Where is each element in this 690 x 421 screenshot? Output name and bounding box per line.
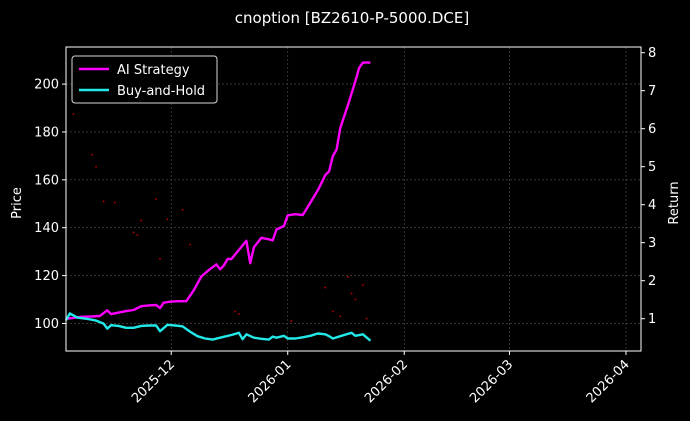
price-scatter-point: [113, 201, 116, 204]
price-scatter-point: [132, 231, 135, 234]
y-left-tick-label: 100: [34, 317, 59, 332]
y-right-tick-label: 6: [648, 122, 656, 137]
y-left-tick-label: 160: [34, 173, 59, 188]
grid-lines: [66, 47, 641, 351]
price-scatter-point: [331, 310, 334, 313]
x-tick-label: 2025-12: [129, 357, 178, 406]
y-right-tick-label: 5: [648, 160, 656, 175]
price-scatter-point: [140, 219, 143, 222]
x-tick-label: 2026-02: [362, 357, 411, 406]
price-scatter-point: [346, 275, 349, 278]
price-scatter-point: [136, 234, 139, 236]
y-right-tick-label: 3: [648, 236, 656, 251]
series-line-buy-and-hold: [64, 312, 372, 342]
price-scatter-point: [290, 320, 293, 322]
x-tick-label: 2026-01: [246, 357, 295, 406]
y-left-tick-label: 200: [34, 78, 59, 93]
y-axis-right: 1 2 3 4 5 6 7 8: [641, 46, 656, 327]
chart-title: cnoption [BZ2610-P-5000.DCE]: [235, 9, 469, 27]
x-tick-label: 2026-04: [584, 357, 633, 406]
y-right-tick-label: 7: [648, 84, 656, 99]
price-scatter-point: [159, 257, 161, 260]
return-line-series: [64, 61, 372, 342]
price-scatter-point: [234, 310, 237, 313]
y-right-tick-label: 8: [648, 46, 656, 61]
y-right-tick-label: 2: [648, 274, 656, 289]
y-axis-left: 100 120 140 160 180 200: [34, 78, 66, 332]
x-tick-label: 2026-03: [467, 357, 516, 406]
price-scatter-point: [102, 200, 105, 203]
price-scatter-point: [237, 312, 240, 315]
price-scatter-point: [361, 284, 364, 287]
legend-label-ai-strategy: AI Strategy: [117, 63, 190, 78]
price-scatter-point: [72, 113, 75, 115]
price-scatter-point: [155, 198, 158, 200]
y-left-tick-label: 120: [34, 269, 59, 284]
price-scatter-point: [91, 153, 94, 156]
price-scatter-point: [166, 218, 169, 221]
price-scatter-series: [72, 113, 368, 322]
y-right-tick-label: 1: [648, 312, 656, 327]
y-axis-right-label: Return: [667, 181, 682, 224]
plot-frame: [65, 46, 642, 352]
legend-label-buy-and-hold: Buy-and-Hold: [117, 84, 205, 99]
price-scatter-point: [354, 298, 357, 301]
price-scatter-point: [181, 208, 184, 211]
price-scatter-point: [350, 292, 353, 295]
series-line-ai-strategy: [65, 61, 371, 320]
price-scatter-point: [95, 165, 97, 168]
y-axis-left-label: Price: [10, 187, 25, 219]
price-scatter-point: [365, 317, 368, 320]
price-scatter-point: [189, 243, 191, 246]
y-left-tick-label: 140: [34, 221, 59, 236]
x-axis: 2025-12 2026-01 2026-02 2026-03 2026-04: [129, 351, 633, 406]
price-scatter-point: [324, 286, 327, 289]
y-right-tick-label: 4: [648, 198, 656, 213]
price-scatter-point: [339, 315, 342, 318]
legend: AI Strategy Buy-and-Hold: [71, 55, 218, 104]
y-left-tick-label: 180: [34, 125, 59, 140]
